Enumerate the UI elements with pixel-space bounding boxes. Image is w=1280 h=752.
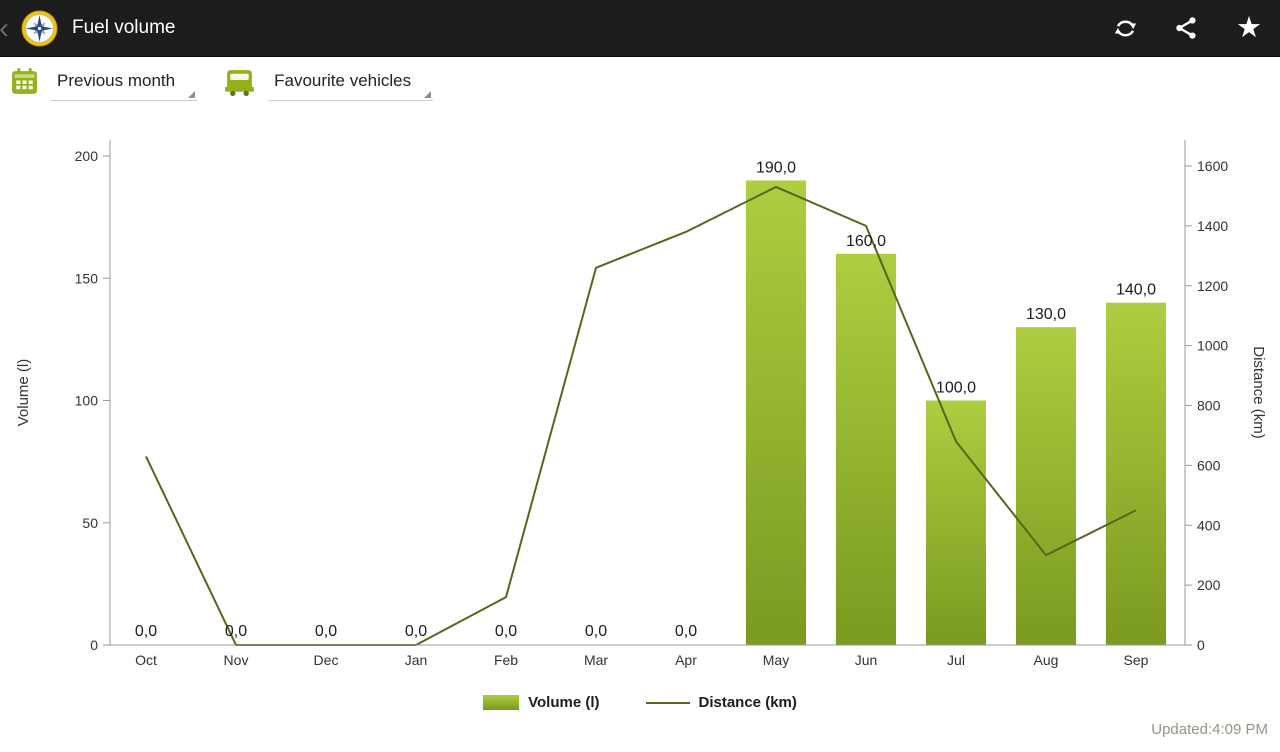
svg-text:Jun: Jun: [855, 652, 878, 668]
svg-text:May: May: [763, 652, 789, 668]
svg-text:160,0: 160,0: [846, 233, 886, 250]
share-button[interactable]: [1156, 0, 1218, 57]
volume-bar-swatch: [483, 695, 520, 710]
svg-text:Aug: Aug: [1034, 652, 1059, 668]
action-bar: ‹ Fuel volume: [0, 0, 1280, 57]
updated-timestamp: Updated:4:09 PM: [1151, 721, 1268, 738]
svg-text:0,0: 0,0: [225, 623, 247, 640]
svg-text:1000: 1000: [1197, 338, 1228, 354]
svg-text:Mar: Mar: [584, 652, 608, 668]
svg-text:150: 150: [75, 270, 99, 286]
back-chevron-icon[interactable]: ‹: [0, 11, 9, 45]
action-buttons: ★: [1094, 0, 1280, 57]
svg-text:200: 200: [1197, 577, 1221, 593]
share-icon: [1176, 17, 1196, 39]
chart-legend: Volume (l) Distance (km): [0, 694, 1280, 711]
vehicles-spinner-value: Favourite vehicles: [274, 70, 412, 90]
svg-text:1200: 1200: [1197, 278, 1228, 294]
svg-text:0,0: 0,0: [315, 623, 337, 640]
chart-area: 0 50 100 150 200 0 200 400 600 800 1000 1200 1400 160…: [0, 120, 1280, 690]
legend-item-distance: Distance (km): [645, 694, 797, 711]
svg-text:100,0: 100,0: [936, 380, 976, 397]
svg-text:0,0: 0,0: [585, 623, 607, 640]
favorite-button[interactable]: ★: [1218, 0, 1280, 57]
truck-icon: [223, 67, 256, 97]
svg-text:100: 100: [75, 393, 99, 409]
svg-text:Apr: Apr: [675, 652, 697, 668]
fuel-volume-chart: 0 50 100 150 200 0 200 400 600 800 1000 1200 1400 160…: [15, 140, 1267, 668]
refresh-icon: [1114, 19, 1136, 37]
svg-text:0: 0: [90, 637, 98, 653]
svg-text:130,0: 130,0: [1026, 306, 1066, 323]
toolbar: Previous month Favourite vehicles: [0, 57, 1280, 106]
svg-text:1600: 1600: [1197, 158, 1228, 174]
svg-text:200: 200: [75, 148, 99, 164]
page-title: Fuel volume: [72, 17, 176, 38]
legend-item-volume: Volume (l): [483, 694, 600, 711]
svg-text:400: 400: [1197, 517, 1221, 533]
dropdown-corner-icon: [188, 90, 196, 98]
svg-text:0,0: 0,0: [405, 623, 427, 640]
svg-text:0,0: 0,0: [675, 623, 697, 640]
svg-text:800: 800: [1197, 398, 1221, 414]
period-spinner[interactable]: Previous month: [51, 63, 198, 101]
svg-text:Feb: Feb: [494, 652, 518, 668]
compass-app-icon[interactable]: [21, 10, 58, 47]
svg-text:Oct: Oct: [135, 652, 157, 668]
calendar-icon: [10, 67, 39, 96]
svg-text:0,0: 0,0: [135, 623, 157, 640]
svg-text:Jan: Jan: [405, 652, 428, 668]
svg-text:0,0: 0,0: [495, 623, 517, 640]
vehicles-spinner[interactable]: Favourite vehicles: [268, 63, 434, 101]
svg-text:Distance (km): Distance (km): [1250, 346, 1267, 439]
svg-text:Nov: Nov: [224, 652, 249, 668]
legend-label: Distance (km): [698, 694, 797, 711]
status-bar: Updated:4:09 PM: [0, 721, 1280, 738]
svg-text:1400: 1400: [1197, 218, 1228, 234]
svg-text:190,0: 190,0: [756, 159, 796, 176]
svg-text:Jul: Jul: [947, 652, 965, 668]
svg-text:140,0: 140,0: [1116, 282, 1156, 299]
svg-text:Sep: Sep: [1124, 652, 1149, 668]
refresh-button[interactable]: [1094, 0, 1156, 57]
svg-text:50: 50: [82, 515, 98, 531]
svg-text:Dec: Dec: [314, 652, 339, 668]
svg-text:0: 0: [1197, 637, 1205, 653]
period-spinner-value: Previous month: [57, 70, 176, 90]
legend-label: Volume (l): [528, 694, 600, 711]
svg-text:Volume (l): Volume (l): [15, 359, 32, 427]
svg-text:600: 600: [1197, 457, 1221, 473]
distance-line-swatch: [645, 701, 690, 704]
dropdown-corner-icon: [424, 90, 432, 98]
star-icon: ★: [1236, 11, 1262, 44]
